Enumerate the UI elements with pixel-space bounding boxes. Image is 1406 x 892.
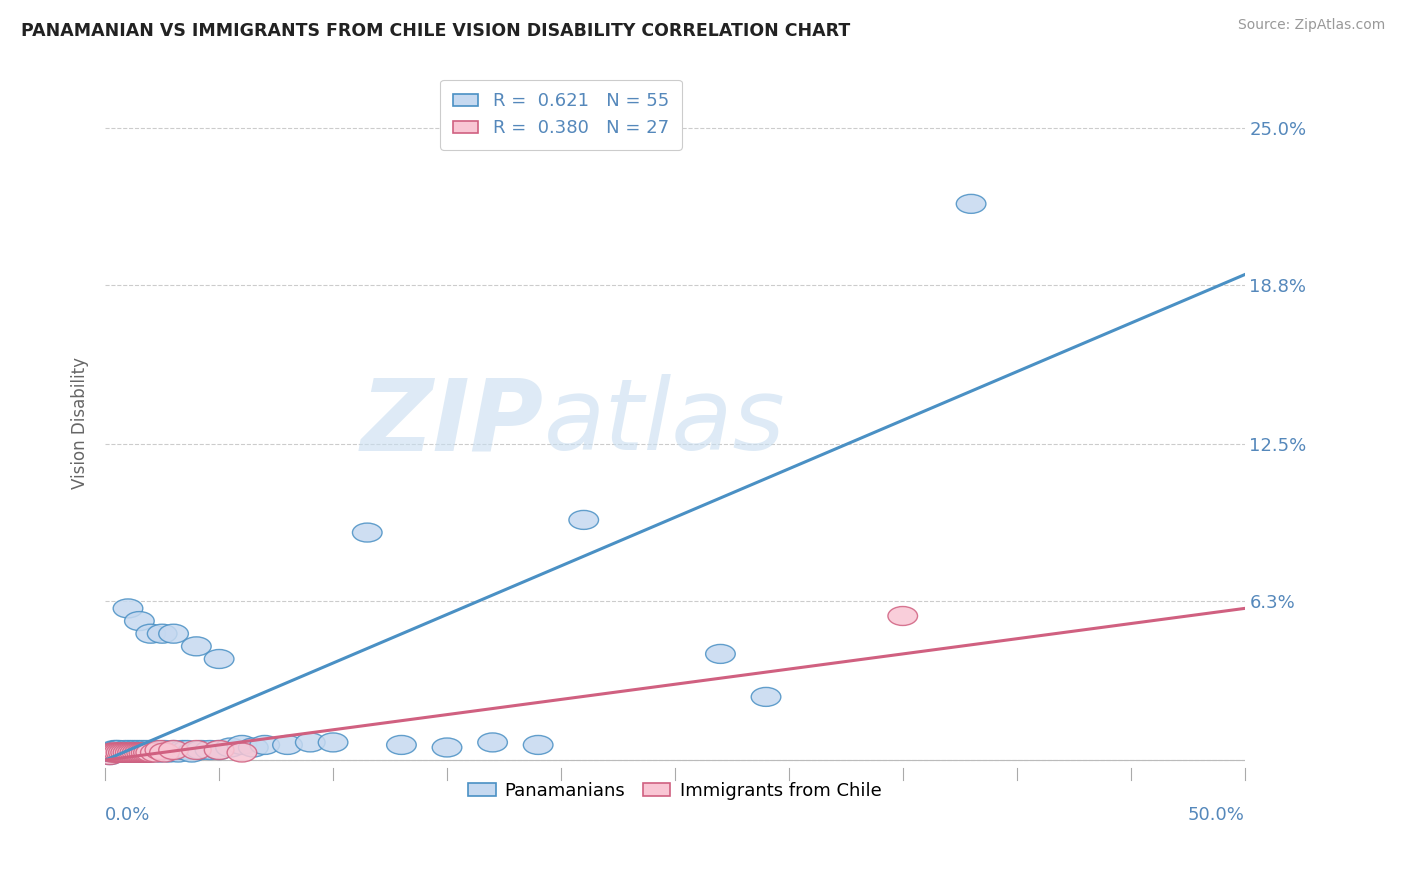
Ellipse shape xyxy=(118,743,148,762)
Y-axis label: Vision Disability: Vision Disability xyxy=(72,357,89,489)
Ellipse shape xyxy=(115,743,145,762)
Ellipse shape xyxy=(155,743,184,762)
Ellipse shape xyxy=(122,743,152,762)
Ellipse shape xyxy=(134,743,163,762)
Ellipse shape xyxy=(104,740,134,759)
Ellipse shape xyxy=(956,194,986,213)
Ellipse shape xyxy=(104,743,134,762)
Ellipse shape xyxy=(751,688,780,706)
Ellipse shape xyxy=(228,743,257,762)
Ellipse shape xyxy=(115,740,145,759)
Ellipse shape xyxy=(107,743,136,762)
Ellipse shape xyxy=(318,733,347,752)
Ellipse shape xyxy=(177,743,207,762)
Ellipse shape xyxy=(141,740,170,759)
Ellipse shape xyxy=(125,743,155,762)
Ellipse shape xyxy=(149,743,180,762)
Ellipse shape xyxy=(127,743,156,762)
Ellipse shape xyxy=(101,743,131,762)
Ellipse shape xyxy=(215,738,246,757)
Ellipse shape xyxy=(706,644,735,664)
Ellipse shape xyxy=(101,740,131,759)
Ellipse shape xyxy=(432,738,461,757)
Ellipse shape xyxy=(96,746,125,764)
Ellipse shape xyxy=(173,740,202,759)
Ellipse shape xyxy=(250,736,280,755)
Ellipse shape xyxy=(181,637,211,656)
Ellipse shape xyxy=(100,740,129,759)
Text: ZIP: ZIP xyxy=(361,374,544,471)
Ellipse shape xyxy=(127,743,156,762)
Ellipse shape xyxy=(120,740,149,759)
Ellipse shape xyxy=(478,733,508,752)
Ellipse shape xyxy=(159,740,188,759)
Ellipse shape xyxy=(111,743,141,762)
Ellipse shape xyxy=(295,733,325,752)
Ellipse shape xyxy=(118,743,148,762)
Text: 0.0%: 0.0% xyxy=(105,805,150,823)
Ellipse shape xyxy=(195,740,225,759)
Ellipse shape xyxy=(136,743,166,762)
Ellipse shape xyxy=(100,743,129,762)
Ellipse shape xyxy=(111,740,141,759)
Ellipse shape xyxy=(97,743,127,762)
Ellipse shape xyxy=(273,736,302,755)
Text: Source: ZipAtlas.com: Source: ZipAtlas.com xyxy=(1237,18,1385,32)
Ellipse shape xyxy=(148,624,177,643)
Ellipse shape xyxy=(163,743,193,762)
Ellipse shape xyxy=(136,624,166,643)
Ellipse shape xyxy=(134,740,163,759)
Ellipse shape xyxy=(129,740,159,759)
Ellipse shape xyxy=(114,743,143,762)
Ellipse shape xyxy=(181,740,211,759)
Ellipse shape xyxy=(131,743,162,762)
Ellipse shape xyxy=(97,743,127,762)
Ellipse shape xyxy=(136,743,166,762)
Ellipse shape xyxy=(114,599,143,618)
Text: atlas: atlas xyxy=(544,374,786,471)
Ellipse shape xyxy=(353,523,382,542)
Ellipse shape xyxy=(125,612,155,631)
Ellipse shape xyxy=(141,743,170,762)
Ellipse shape xyxy=(228,736,257,755)
Ellipse shape xyxy=(145,743,174,762)
Ellipse shape xyxy=(186,740,215,759)
Ellipse shape xyxy=(159,624,188,643)
Ellipse shape xyxy=(159,740,188,759)
Ellipse shape xyxy=(108,743,138,762)
Ellipse shape xyxy=(101,743,131,762)
Ellipse shape xyxy=(204,740,233,759)
Ellipse shape xyxy=(108,743,138,762)
Text: PANAMANIAN VS IMMIGRANTS FROM CHILE VISION DISABILITY CORRELATION CHART: PANAMANIAN VS IMMIGRANTS FROM CHILE VISI… xyxy=(21,22,851,40)
Ellipse shape xyxy=(204,649,233,668)
Ellipse shape xyxy=(129,743,159,762)
Ellipse shape xyxy=(387,736,416,755)
Ellipse shape xyxy=(167,740,197,759)
Ellipse shape xyxy=(96,746,125,764)
Ellipse shape xyxy=(204,740,233,759)
Ellipse shape xyxy=(523,736,553,755)
Text: 50.0%: 50.0% xyxy=(1188,805,1244,823)
Ellipse shape xyxy=(107,743,136,762)
Ellipse shape xyxy=(125,740,155,759)
Ellipse shape xyxy=(131,743,162,762)
Ellipse shape xyxy=(239,738,269,757)
Ellipse shape xyxy=(114,743,143,762)
Ellipse shape xyxy=(569,510,599,529)
Ellipse shape xyxy=(149,740,180,759)
Ellipse shape xyxy=(889,607,918,625)
Legend: Panamanians, Immigrants from Chile: Panamanians, Immigrants from Chile xyxy=(461,774,889,807)
Ellipse shape xyxy=(145,740,174,759)
Ellipse shape xyxy=(122,743,152,762)
Ellipse shape xyxy=(120,743,149,762)
